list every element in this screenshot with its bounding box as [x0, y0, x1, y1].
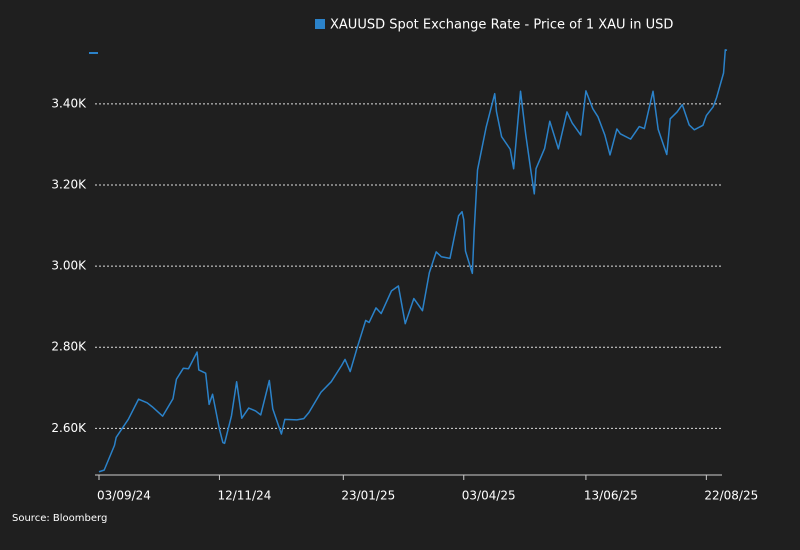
legend-swatch	[315, 19, 325, 29]
x-tick-label: 22/08/25	[704, 489, 758, 503]
y-tick-label: 3.00K	[51, 259, 87, 273]
legend-label: XAUUSD Spot Exchange Rate - Price of 1 X…	[330, 18, 673, 33]
x-tick-label: 12/11/24	[217, 489, 271, 503]
y-tick-label: 3.40K	[51, 96, 87, 110]
price-line	[98, 49, 728, 473]
x-tick-label: 23/01/25	[341, 489, 395, 503]
y-tick-label: 3.20K	[51, 177, 87, 191]
x-tick-label: 03/04/25	[462, 489, 516, 503]
x-tick-label: 13/06/25	[584, 489, 638, 503]
y-tick-label: 2.60K	[51, 421, 87, 435]
y-tick-label: 2.80K	[51, 340, 87, 354]
x-tick-label: 03/09/24	[97, 489, 151, 503]
source: Source: Bloomberg	[12, 513, 107, 524]
